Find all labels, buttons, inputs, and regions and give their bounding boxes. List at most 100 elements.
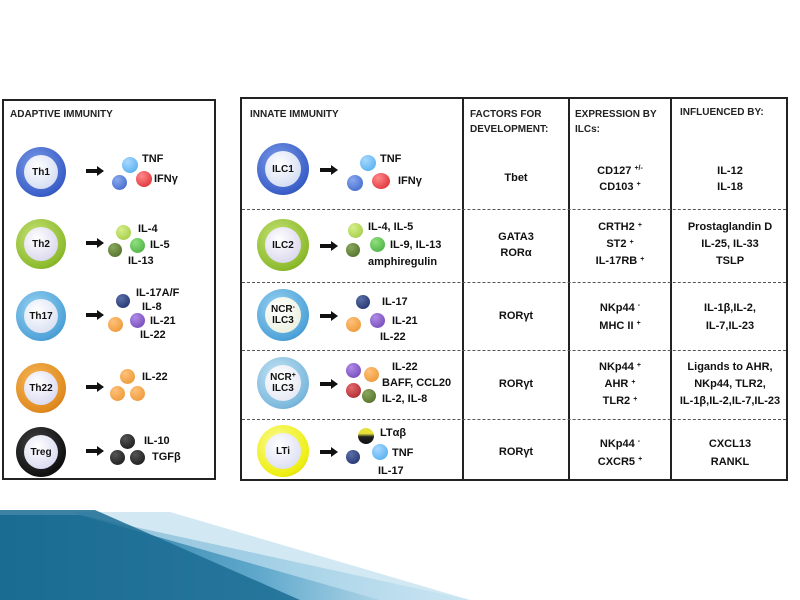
th1-product-tnf: TNF [142,153,164,165]
lti-influenced: CXCL13 RANKL [708,438,752,468]
ncr-neg-influenced: IL-1β,IL-2, IL-7,IL-23 [704,302,756,332]
th17-dot-il22 [108,317,123,332]
innate-immunity-title: INNATE IMMUNITY [250,109,339,120]
ilc2-nucleus: ILC2 [265,227,301,263]
treg-dot-2 [110,450,125,465]
th1-label: Th1 [32,166,50,178]
th1-dot-blue [112,175,127,190]
ilc1-arrow-icon [320,165,338,175]
ncr-pos-factors: RORγt [498,378,534,390]
factors-header: FACTORS FOR DEVELOPMENT: [470,109,549,135]
treg-dot-3 [130,450,145,465]
th22-nucleus: Th22 [24,371,58,405]
ncr-pos-label: NCR [270,372,292,383]
ilc2-label: ILC2 [272,239,294,251]
ilc2-product-il9-il13: IL-9, IL-13 [390,239,442,251]
row-divider-4 [242,419,786,421]
th1-dot-tnf [122,157,138,173]
ncr-pos-ilc3-arrow-icon [320,379,338,389]
expression-header: EXPRESSION BY ILCs: [575,109,657,135]
th17-dot-il17 [116,294,130,308]
ilc2-product-amphiregulin: amphiregulin [368,256,438,268]
ncr-pos-product-il2-il8: IL-2, IL-8 [382,393,428,405]
th22-dot-3 [130,386,145,401]
treg-product-tgfb: TGFβ [152,451,181,463]
ilc1-product-ifng: IFNγ [398,175,422,187]
ncr-pos-dot-green [362,389,376,403]
ncr-pos-dot-purple [346,363,361,378]
row-divider-1 [242,209,786,211]
column-divider-3 [670,99,672,479]
ncr-pos-influenced: Ligands to AHR, NKp44, TLR2, IL-1β,IL-2,… [679,361,781,407]
th17-nucleus: Th17 [24,299,58,333]
th2-nucleus: Th2 [24,227,58,261]
lti-factors: RORγt [498,446,534,458]
lti-label: LTi [275,445,291,457]
ncr-pos-product-baff-ccl20: BAFF, CCL20 [382,377,452,389]
ilc2-arrow-icon [320,241,338,251]
ilc2-factors: GATA3 RORα [498,231,534,259]
treg-nucleus: Treg [24,435,58,469]
ncr-neg-ilc3-arrow-icon [320,311,338,321]
th1-arrow-icon [86,166,104,176]
ilc2-dot-il13 [370,237,385,252]
ilc1-dot-blue [347,175,363,191]
ilc1-expression: CD127 +/- CD103 + [597,165,643,193]
th17-dot-il21 [130,313,145,328]
ilc1-factors: Tbet [504,172,528,184]
adaptive-immunity-title: ADAPTIVE IMMUNITY [10,109,113,120]
ncr-neg-ilc3-nucleus: NCR- ILC3 [265,297,301,333]
th22-product-il22: IL-22 [142,371,168,383]
lti-nucleus: LTi [265,433,301,469]
ncr-neg-dot-il22 [346,317,361,332]
ncr-neg-dot-il17 [356,295,370,309]
treg-dot-1 [120,434,135,449]
adaptive-immunity-panel: ADAPTIVE IMMUNITY Th1 TNF IFNγ Th2 IL-4 … [2,99,216,480]
lti-dot-ltab [358,428,374,444]
th2-dot-il5 [130,238,145,253]
ncr-neg-product-il17: IL-17 [382,296,408,308]
th17-product-il17af: IL-17A/F [136,287,180,299]
ilc1-dot-tnf [360,155,376,171]
ncr-pos-dot-orange [364,367,379,382]
ilc2-influenced: Prostaglandin D IL-25, IL-33 TSLP [687,221,773,267]
lti-dot-tnf [372,444,388,460]
footer-ribbon-decoration [0,510,470,600]
ilc2-product-il4-il5: IL-4, IL-5 [368,221,414,233]
ncr-neg-product-il21: IL-21 [392,315,418,327]
lti-product-ltab: LTαβ [380,427,407,439]
ncr-pos-expression: NKp44 + AHR + TLR2 + [599,361,641,407]
influenced-header: INFLUENCED BY: [680,107,764,118]
ilc1-product-tnf: TNF [380,153,402,165]
th22-dot-1 [120,369,135,384]
ncr-neg-label: NCR [270,304,293,315]
ilc1-label: ILC1 [272,163,294,175]
th17-product-il21: IL-21 [150,315,176,327]
ilc2-dot-il4 [348,223,363,238]
th17-product-il8: IL-8 [142,301,162,313]
ilc1-influenced: IL-12 IL-18 [717,165,743,193]
th22-label: Th22 [29,382,53,394]
ncr-pos-product-il22: IL-22 [392,361,418,373]
th2-product-il4: IL-4 [138,223,158,235]
th2-product-il5: IL-5 [150,239,170,251]
ncr-neg-dot-il21 [370,313,385,328]
th17-product-il22: IL-22 [140,329,166,341]
ilc2-expression: CRTH2 + ST2 + IL-17RB + [595,221,645,267]
th2-product-il13: IL-13 [128,255,154,267]
row-divider-2 [242,282,786,284]
ncr-neg-factors: RORγt [498,310,534,322]
ncr-pos-dot-red [346,383,361,398]
th1-dot-ifng [136,171,152,187]
column-divider-2 [568,99,570,479]
ncr-neg-expression: NKp44 - MHC II + [599,302,641,332]
row-divider-3 [242,350,786,352]
treg-product-il10: IL-10 [144,435,170,447]
th17-label: Th17 [29,310,53,322]
column-divider-1 [462,99,464,479]
th2-dot-il4 [116,225,131,240]
th2-dot-il13 [108,243,122,257]
lti-arrow-icon [320,447,338,457]
th17-arrow-icon [86,310,104,320]
th1-nucleus: Th1 [24,155,58,189]
